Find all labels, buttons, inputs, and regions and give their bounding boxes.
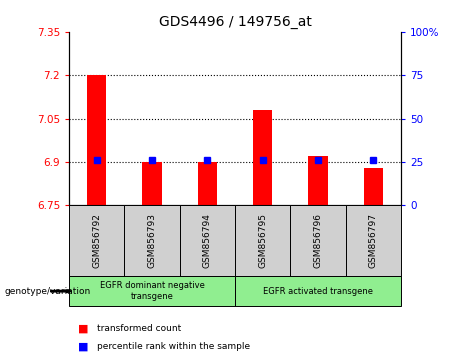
Bar xyxy=(198,162,217,205)
Text: GSM856795: GSM856795 xyxy=(258,213,267,268)
Text: GSM856793: GSM856793 xyxy=(148,213,157,268)
Text: GSM856794: GSM856794 xyxy=(203,213,212,268)
Text: genotype/variation: genotype/variation xyxy=(5,287,91,296)
Text: percentile rank within the sample: percentile rank within the sample xyxy=(97,342,250,350)
Bar xyxy=(87,75,106,205)
Text: ■: ■ xyxy=(78,324,89,334)
Bar xyxy=(364,168,383,205)
Text: EGFR dominant negative
transgene: EGFR dominant negative transgene xyxy=(100,281,205,301)
Text: GSM856792: GSM856792 xyxy=(92,213,101,268)
Bar xyxy=(308,156,328,205)
Bar xyxy=(253,110,272,205)
Text: ■: ■ xyxy=(78,342,89,352)
Text: transformed count: transformed count xyxy=(97,324,181,333)
Title: GDS4496 / 149756_at: GDS4496 / 149756_at xyxy=(159,16,312,29)
Bar xyxy=(142,162,162,205)
Text: GSM856797: GSM856797 xyxy=(369,213,378,268)
Text: GSM856796: GSM856796 xyxy=(313,213,323,268)
Text: EGFR activated transgene: EGFR activated transgene xyxy=(263,287,373,296)
